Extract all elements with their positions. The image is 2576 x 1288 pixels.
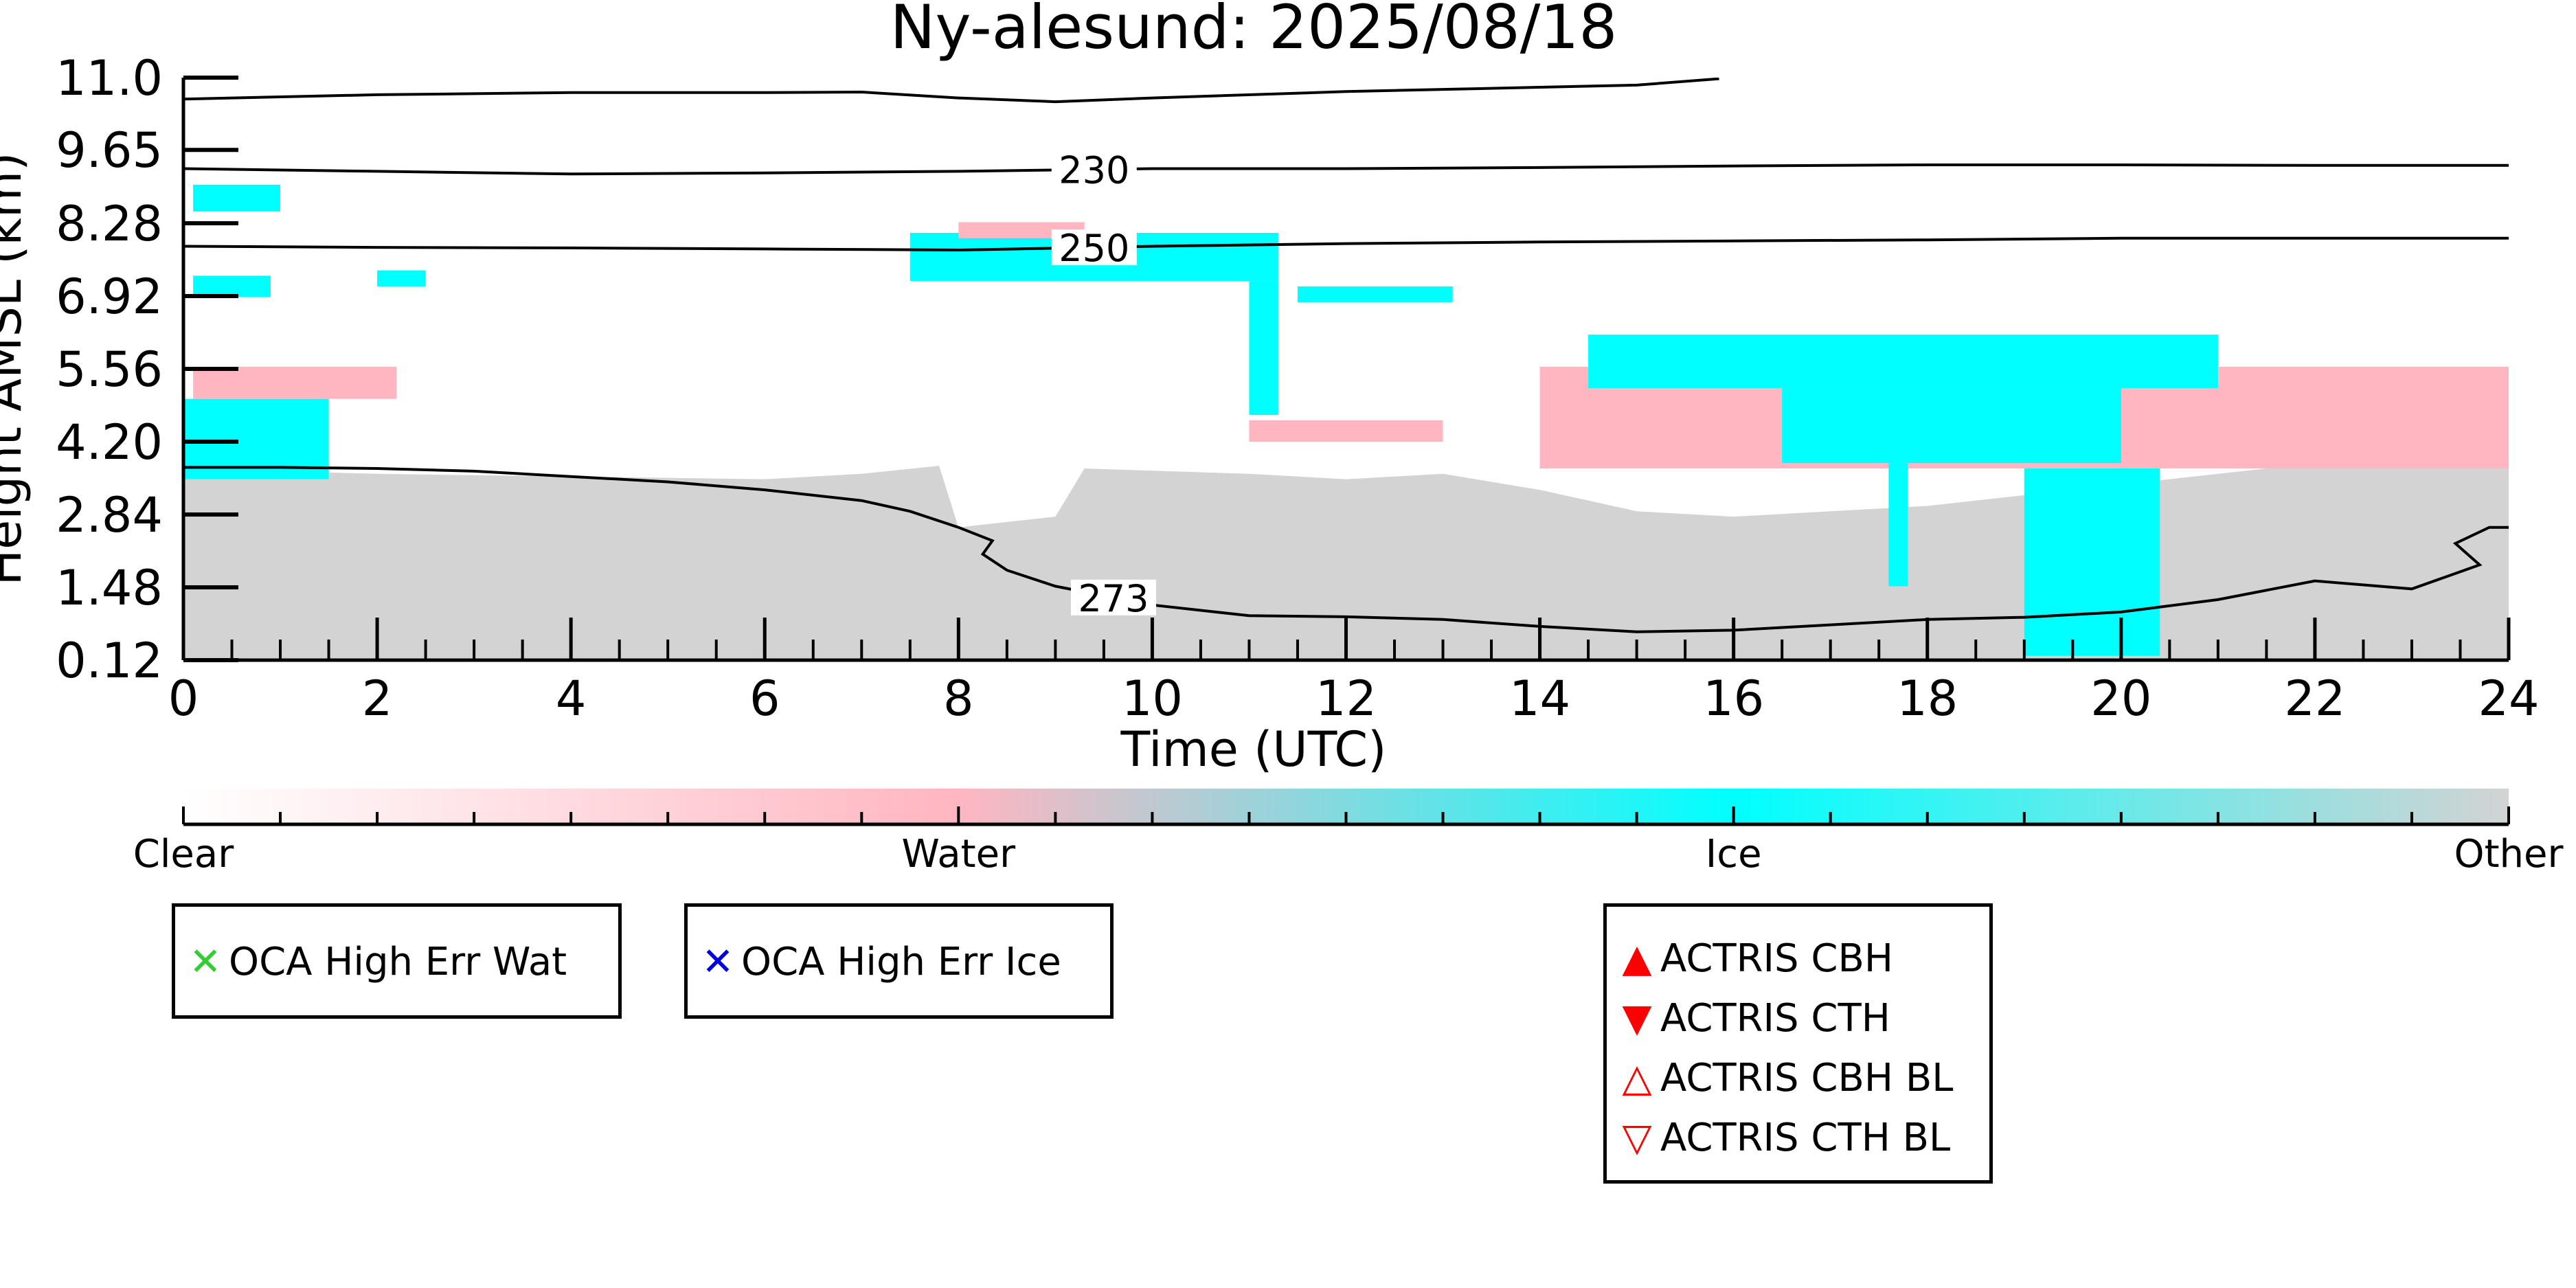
contour-line-230 bbox=[183, 163, 2509, 176]
x-tick-label: 4 bbox=[556, 670, 587, 727]
x-tick-label: 10 bbox=[1122, 670, 1183, 727]
colorbar-label-clear: Clear bbox=[133, 832, 234, 877]
contour-label-273: 273 bbox=[1078, 577, 1149, 620]
legend-label: ACTRIS CBH BL bbox=[1660, 1056, 1954, 1100]
chart-title: Ny-alesund: 2025/08/18 bbox=[890, 0, 1618, 63]
contour-label-230: 230 bbox=[1059, 149, 1129, 192]
field-region-other bbox=[183, 457, 2509, 660]
x-tick-label: 16 bbox=[1703, 670, 1764, 727]
colorbar-label-water: Water bbox=[902, 832, 1017, 877]
y-tick-label: 9.65 bbox=[56, 122, 163, 179]
colorbar-label-other: Other bbox=[2454, 832, 2564, 877]
classification-field bbox=[183, 184, 2509, 660]
x-tick-label: 12 bbox=[1315, 670, 1377, 727]
triangle-up-outline-icon: △ bbox=[1622, 1056, 1652, 1100]
y-tick-label: 4.20 bbox=[56, 414, 163, 471]
legend-label: OCA High Err Ice bbox=[741, 940, 1061, 984]
field-region-ice bbox=[193, 275, 271, 297]
legend-entry-actris-cth: ▼ ACTRIS CTH bbox=[1620, 999, 1890, 1038]
x-tick-label: 14 bbox=[1509, 670, 1570, 727]
y-axis-label: Height AMSL (km) bbox=[0, 152, 32, 586]
legend-entry-actris-cbh-bl: △ ACTRIS CBH BL bbox=[1620, 1059, 1953, 1098]
contour-label-250: 250 bbox=[1059, 227, 1129, 270]
field-region-water bbox=[193, 366, 397, 399]
x-tick-label: 18 bbox=[1897, 670, 1958, 727]
colorbar: Clear Water Ice Other bbox=[133, 789, 2564, 877]
legend-oca-water: ✕ OCA High Err Wat bbox=[172, 903, 622, 1019]
x-tick-label: 6 bbox=[749, 670, 780, 727]
temperature-contours: 230 250 273 bbox=[183, 78, 2509, 633]
triangle-down-outline-icon: ▽ bbox=[1622, 1116, 1652, 1160]
triangle-up-filled-icon: ▲ bbox=[1622, 936, 1652, 981]
legend-entry-oca-ice: ✕ OCA High Err Ice bbox=[701, 943, 1061, 982]
y-tick-label: 1.48 bbox=[56, 560, 163, 616]
contour-line-250 bbox=[183, 236, 2509, 252]
legend-label: ACTRIS CBH bbox=[1660, 936, 1894, 981]
field-region-water bbox=[2411, 431, 2509, 453]
field-region-ice bbox=[193, 184, 281, 212]
legend-label: ACTRIS CTH BL bbox=[1660, 1116, 1951, 1160]
x-cross-icon: ✕ bbox=[189, 940, 222, 984]
colorbar-label-ice: Ice bbox=[1706, 832, 1762, 877]
contour-label-bg bbox=[1051, 151, 1137, 188]
y-tick-label: 2.84 bbox=[56, 487, 163, 543]
y-tick-label: 11.0 bbox=[56, 50, 163, 106]
field-region-ice bbox=[1297, 286, 1453, 303]
y-tick-label: 6.92 bbox=[56, 269, 163, 325]
legend-entry-actris-cbh: ▲ ACTRIS CBH bbox=[1620, 940, 1893, 978]
contour-label-bg bbox=[1051, 229, 1137, 266]
field-region-ice bbox=[1782, 388, 2121, 464]
field-region-ice bbox=[1588, 335, 2218, 389]
y-tick-label: 5.56 bbox=[56, 341, 163, 398]
x-tick-label: 2 bbox=[362, 670, 393, 727]
y-tick-label: 8.28 bbox=[56, 196, 163, 252]
contour-line-273 bbox=[183, 466, 2509, 633]
legend-actris: ▲ ACTRIS CBH ▼ ACTRIS CTH △ ACTRIS CBH BL ▽… bbox=[1603, 903, 1993, 1184]
field-region-ice bbox=[183, 398, 329, 479]
x-axis-label: Time (UTC) bbox=[1120, 721, 1387, 778]
legend-label: ACTRIS CTH bbox=[1660, 996, 1890, 1041]
field-region-ice bbox=[1888, 463, 1908, 587]
x-tick-label: 20 bbox=[2090, 670, 2151, 727]
x-tick-label: 0 bbox=[168, 670, 199, 727]
field-region-ice bbox=[1249, 281, 1278, 416]
contour-label-bg bbox=[1071, 579, 1156, 615]
x-cross-icon: ✕ bbox=[701, 940, 734, 984]
x-tick-label: 22 bbox=[2284, 670, 2345, 727]
x-tick-label: 8 bbox=[943, 670, 974, 727]
x-tick-label: 24 bbox=[2478, 670, 2539, 727]
legend-oca-ice: ✕ OCA High Err Ice bbox=[684, 903, 1114, 1019]
field-region-ice bbox=[377, 270, 426, 286]
contour-line-0 bbox=[183, 78, 1719, 104]
y-tick-label: 0.12 bbox=[56, 633, 163, 689]
field-region-ice bbox=[2024, 468, 2160, 656]
field-region-water bbox=[2217, 388, 2315, 399]
field-region-water bbox=[1249, 420, 1443, 442]
legend-label: OCA High Err Wat bbox=[229, 940, 567, 984]
axes: 0 2 4 6 8 10 12 14 16 18 20 22 240.121.482.844.205.5… bbox=[56, 50, 2539, 727]
legend-entry-oca-wat: ✕ OCA High Err Wat bbox=[189, 943, 567, 982]
legend-entry-actris-cth-bl: ▽ ACTRIS CTH BL bbox=[1620, 1119, 1950, 1157]
triangle-down-filled-icon: ▼ bbox=[1622, 996, 1652, 1041]
